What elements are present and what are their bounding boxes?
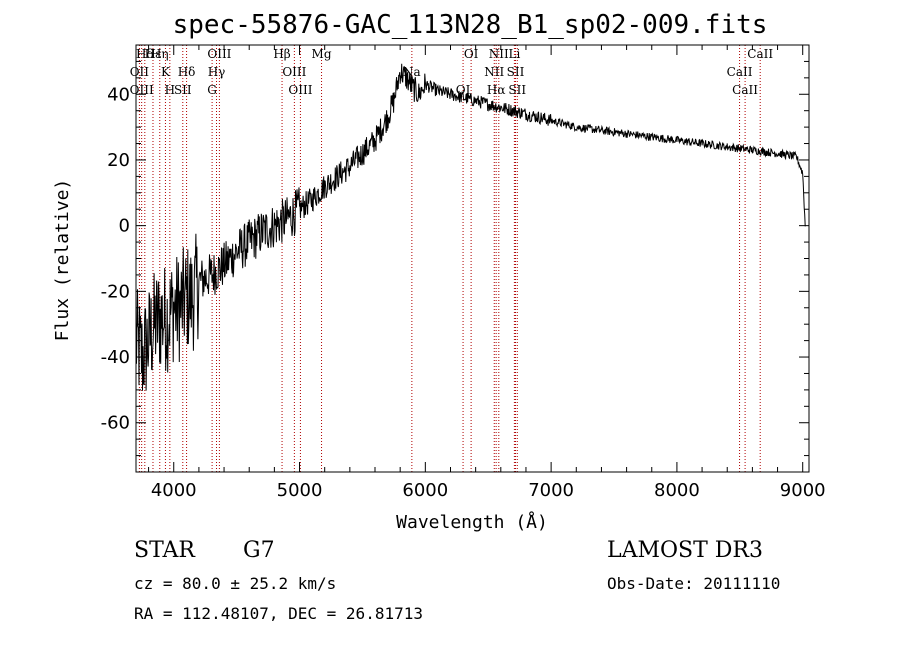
- spectral-line-label: Mg: [312, 47, 332, 61]
- spectral-line-markers: [138, 45, 761, 472]
- object-subclass: G7: [243, 538, 275, 563]
- spectral-line-label: Hδ: [136, 47, 154, 61]
- x-tick-label: 4000: [151, 480, 197, 501]
- spectral-line-label: Hε: [145, 47, 162, 61]
- y-axis: -60 -40 -20 0 20 40: [101, 60, 809, 457]
- redshift-readout: cz = 80.0 ± 25.2 km/s: [134, 574, 336, 593]
- y-tick-label: 40: [107, 84, 130, 105]
- spectral-line-label: Hδ: [178, 65, 196, 79]
- spectral-line-label: OIII: [282, 65, 306, 79]
- spectral-line-label: Li: [508, 47, 520, 61]
- object-class: STAR: [134, 538, 196, 563]
- spectral-line-label: OII: [130, 65, 150, 79]
- spectral-line-label: Hβ: [273, 47, 290, 61]
- y-tick-label: -60: [101, 413, 130, 434]
- x-axis: 4000 5000 6000 7000 8000 9000: [148, 45, 826, 501]
- spectral-line-label: K: [161, 65, 171, 79]
- spectral-line-label: CaII: [732, 83, 758, 97]
- observation-date: Obs-Date: 20111110: [607, 574, 780, 593]
- x-tick-label: 7000: [528, 480, 574, 501]
- spectral-line-label: CaII: [727, 65, 753, 79]
- survey-name: LAMOST DR3: [607, 538, 763, 563]
- spectral-line-label: OIII: [207, 47, 231, 61]
- spectral-line-label: H: [165, 83, 175, 97]
- y-tick-label: -20: [101, 281, 130, 302]
- x-tick-label: 6000: [402, 480, 448, 501]
- y-tick-label: 0: [119, 216, 130, 237]
- x-axis-label: Wavelength (Å): [396, 511, 548, 533]
- y-tick-label: 20: [107, 150, 130, 171]
- spectral-line-label: Hη: [151, 47, 169, 61]
- spectral-line-label: CaII: [747, 47, 773, 61]
- spectrum-series-line: [135, 63, 806, 391]
- spectral-line-label: NII: [489, 47, 509, 61]
- spectral-line-label: NII: [484, 65, 504, 79]
- chart-title: spec-55876-GAC_113N28_B1_sp02-009.fits: [173, 10, 768, 40]
- spectral-line-label: OIII: [288, 83, 312, 97]
- spectral-line-label: OI: [464, 47, 479, 61]
- coordinates-readout: RA = 112.48107, DEC = 26.81713: [134, 604, 423, 623]
- y-axis-label: Flux (relative): [52, 179, 73, 342]
- spectral-line-label: SII: [507, 65, 525, 79]
- spectral-line-label: G: [207, 83, 217, 97]
- x-tick-label: 9000: [780, 480, 826, 501]
- x-tick-label: 8000: [654, 480, 700, 501]
- x-tick-label: 5000: [277, 480, 323, 501]
- spectral-line-label: Hα: [487, 83, 506, 97]
- spectral-line-label: SII: [174, 83, 192, 97]
- spectral-line-label: OIII: [130, 83, 154, 97]
- y-tick-label: -40: [101, 347, 130, 368]
- spectral-line-label: SII: [508, 83, 526, 97]
- spectral-line-label: Hγ: [208, 65, 226, 79]
